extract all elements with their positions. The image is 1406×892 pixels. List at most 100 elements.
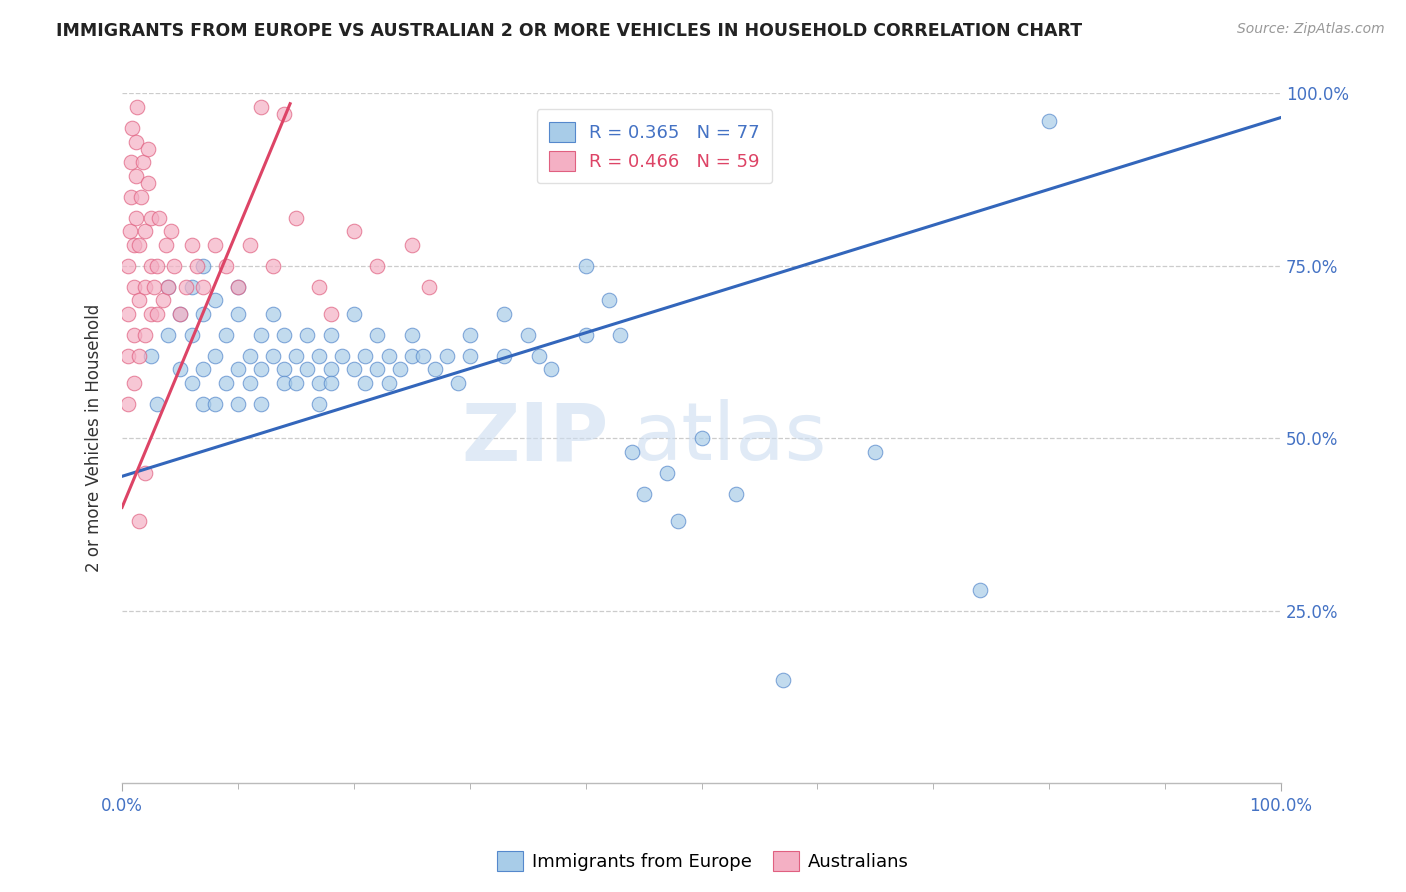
Point xyxy=(401,349,423,363)
Point xyxy=(121,120,143,135)
Point xyxy=(122,327,145,342)
Point xyxy=(620,445,643,459)
Point xyxy=(117,307,139,321)
Point xyxy=(136,176,159,190)
Point xyxy=(319,307,342,321)
Point xyxy=(238,349,260,363)
Point xyxy=(169,307,191,321)
Point xyxy=(117,349,139,363)
Point xyxy=(193,397,215,411)
Point xyxy=(575,259,598,273)
Point xyxy=(447,376,470,391)
Point xyxy=(250,397,273,411)
Point xyxy=(494,349,516,363)
Point xyxy=(134,279,156,293)
Point xyxy=(122,238,145,252)
Point xyxy=(250,362,273,376)
Point xyxy=(125,169,148,183)
Point xyxy=(136,142,159,156)
Point xyxy=(157,279,180,293)
Point xyxy=(215,376,238,391)
Point xyxy=(412,349,434,363)
Point xyxy=(155,238,177,252)
Point xyxy=(148,211,170,225)
Text: Source: ZipAtlas.com: Source: ZipAtlas.com xyxy=(1237,22,1385,37)
Point xyxy=(238,376,260,391)
Point xyxy=(193,279,215,293)
Point xyxy=(250,100,273,114)
Point xyxy=(262,307,284,321)
Point xyxy=(159,224,181,238)
Point xyxy=(120,190,142,204)
Point xyxy=(366,362,388,376)
Point xyxy=(366,327,388,342)
Point xyxy=(125,135,148,149)
Text: ZIP: ZIP xyxy=(461,400,609,477)
Point xyxy=(666,514,689,528)
Point xyxy=(297,362,319,376)
Point xyxy=(134,466,156,480)
Point xyxy=(609,327,631,342)
Point xyxy=(128,238,150,252)
Point xyxy=(401,327,423,342)
Point xyxy=(330,349,353,363)
Point xyxy=(120,155,142,169)
Point xyxy=(423,362,446,376)
Point xyxy=(226,397,249,411)
Point xyxy=(139,259,162,273)
Point xyxy=(250,327,273,342)
Point xyxy=(343,362,366,376)
Point xyxy=(319,376,342,391)
Point xyxy=(284,376,307,391)
Point xyxy=(169,307,191,321)
Point xyxy=(139,349,162,363)
Point xyxy=(458,349,481,363)
Point xyxy=(540,362,562,376)
Point xyxy=(308,376,330,391)
Point xyxy=(297,327,319,342)
Point xyxy=(354,376,377,391)
Point xyxy=(633,486,655,500)
Point xyxy=(865,445,887,459)
Point xyxy=(157,327,180,342)
Point xyxy=(273,376,295,391)
Point xyxy=(122,376,145,391)
Point xyxy=(436,349,458,363)
Point xyxy=(152,293,174,308)
Point xyxy=(139,211,162,225)
Y-axis label: 2 or more Vehicles in Household: 2 or more Vehicles in Household xyxy=(86,304,103,573)
Point xyxy=(655,466,678,480)
Point xyxy=(132,155,155,169)
Point xyxy=(128,514,150,528)
Point xyxy=(120,224,142,238)
Point xyxy=(128,293,150,308)
Point xyxy=(262,349,284,363)
Point xyxy=(204,238,226,252)
Point xyxy=(308,349,330,363)
Point xyxy=(193,307,215,321)
Point xyxy=(575,327,598,342)
Point xyxy=(157,279,180,293)
Text: atlas: atlas xyxy=(631,400,827,477)
Text: IMMIGRANTS FROM EUROPE VS AUSTRALIAN 2 OR MORE VEHICLES IN HOUSEHOLD CORRELATION: IMMIGRANTS FROM EUROPE VS AUSTRALIAN 2 O… xyxy=(56,22,1083,40)
Point xyxy=(226,279,249,293)
Legend: Immigrants from Europe, Australians: Immigrants from Europe, Australians xyxy=(491,844,915,879)
Point xyxy=(308,397,330,411)
Point xyxy=(127,100,149,114)
Point xyxy=(180,376,202,391)
Point xyxy=(354,349,377,363)
Point xyxy=(319,362,342,376)
Point xyxy=(117,397,139,411)
Point xyxy=(122,279,145,293)
Point xyxy=(180,279,202,293)
Point xyxy=(377,376,399,391)
Point xyxy=(180,238,202,252)
Point xyxy=(401,238,423,252)
Point xyxy=(238,238,260,252)
Point xyxy=(174,279,197,293)
Point xyxy=(128,349,150,363)
Point xyxy=(215,259,238,273)
Point xyxy=(772,673,794,687)
Point xyxy=(193,259,215,273)
Point xyxy=(193,362,215,376)
